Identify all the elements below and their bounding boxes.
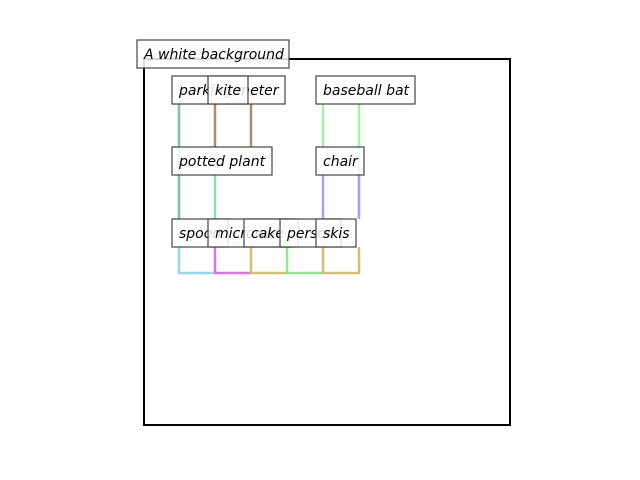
label-kite-text: kite bbox=[215, 83, 241, 99]
label-background: A white background bbox=[136, 39, 290, 69]
label-potted-plant-text: potted plant bbox=[178, 154, 266, 170]
label-potted-plant: potted plant bbox=[171, 146, 273, 176]
label-kite: kite bbox=[207, 75, 249, 105]
label-baseball-bat: baseball bat bbox=[315, 75, 416, 105]
label-chair: chair bbox=[315, 146, 365, 176]
label-background-text: A white background bbox=[143, 47, 284, 63]
label-chair-text: chair bbox=[323, 154, 359, 170]
label-cake-text: cake bbox=[251, 226, 284, 242]
connector-lines bbox=[177, 104, 361, 275]
connector-cake-bottom bbox=[249, 247, 287, 275]
connector-person-bottom bbox=[285, 247, 323, 275]
canvas-frame bbox=[143, 58, 511, 426]
label-baseball-bat-text: baseball bat bbox=[323, 83, 410, 99]
label-skis-text: skis bbox=[323, 226, 350, 242]
connector-spoon-bottom bbox=[177, 247, 215, 275]
connector-skis-bottom bbox=[321, 247, 361, 275]
label-skis: skis bbox=[315, 218, 357, 248]
connector-microwave-bottom bbox=[213, 247, 251, 275]
